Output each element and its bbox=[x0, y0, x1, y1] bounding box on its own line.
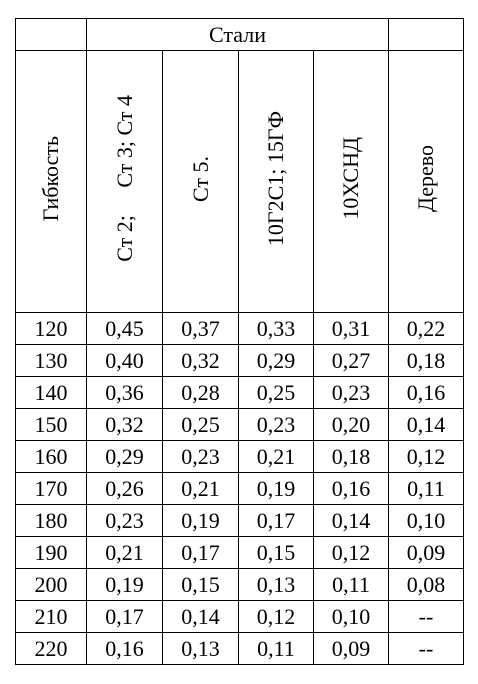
table-cell: 0,14 bbox=[162, 600, 239, 633]
table-cell: 0,16 bbox=[86, 632, 163, 665]
table-cell: 0,23 bbox=[313, 376, 389, 409]
table-row: 140 0,36 0,28 0,25 0,23 0,16 bbox=[15, 376, 464, 409]
table-cell: 130 bbox=[15, 344, 87, 377]
table-cell: 0,40 bbox=[86, 344, 163, 377]
table-cell: 0,29 bbox=[86, 440, 163, 473]
table-cell: 0,17 bbox=[86, 600, 163, 633]
table-cell: 0,25 bbox=[162, 408, 239, 441]
table-cell: 0,27 bbox=[313, 344, 389, 377]
table-cell: -- bbox=[388, 632, 464, 665]
table-cell: 0,23 bbox=[238, 408, 314, 441]
table-cell: 200 bbox=[15, 568, 87, 601]
column-header-cell: 10ХСНД bbox=[313, 50, 389, 313]
table-row: 120 0,45 0,37 0,33 0,31 0,22 bbox=[15, 312, 464, 345]
table-cell: 0,20 bbox=[313, 408, 389, 441]
table-cell: 0,28 bbox=[162, 376, 239, 409]
table-cell: 0,21 bbox=[162, 472, 239, 505]
column-header: Ст 5. bbox=[187, 155, 213, 202]
table-cell: 0,16 bbox=[313, 472, 389, 505]
table-cell: 0,12 bbox=[238, 600, 314, 633]
table-cell: 0,12 bbox=[313, 536, 389, 569]
table-cell: 0,11 bbox=[238, 632, 314, 665]
table-cell: 0,19 bbox=[238, 472, 314, 505]
column-header: Дерево bbox=[413, 144, 438, 213]
table-cell: 0,45 bbox=[86, 312, 163, 345]
table-cell: 140 bbox=[15, 376, 87, 409]
table-cell: 0,23 bbox=[86, 504, 163, 537]
table-row: 150 0,32 0,25 0,23 0,20 0,14 bbox=[15, 408, 464, 441]
table-cell: 0,11 bbox=[313, 568, 389, 601]
column-header-row: Гибкость Ст 2; Ст 3; Ст 4 Ст 5. 10Г2С1; 15Г… bbox=[15, 50, 464, 313]
column-header-cell: Гибкость bbox=[15, 50, 87, 313]
table-cell: 220 bbox=[15, 632, 87, 665]
table-row: 180 0,23 0,19 0,17 0,14 0,10 bbox=[15, 504, 464, 537]
column-header: 10ХСНД bbox=[338, 137, 363, 220]
table-cell: 0,14 bbox=[388, 408, 464, 441]
table-cell: 0,32 bbox=[86, 408, 163, 441]
column-header: Гибкость bbox=[38, 135, 63, 222]
table-cell: 210 bbox=[15, 600, 87, 633]
table-cell: 0,09 bbox=[313, 632, 389, 665]
column-header: Ст 2; Ст 3; Ст 4 bbox=[111, 95, 137, 262]
table-cell: 0,32 bbox=[162, 344, 239, 377]
table-cell: 0,25 bbox=[238, 376, 314, 409]
table-cell: 190 bbox=[15, 536, 87, 569]
table-row: 220 0,16 0,13 0,11 0,09 -- bbox=[15, 632, 464, 665]
table-cell: 0,19 bbox=[162, 504, 239, 537]
column-header: 10Г2С1; 15ГФ bbox=[263, 110, 288, 247]
table-cell: 0,19 bbox=[86, 568, 163, 601]
table-cell: 0,14 bbox=[313, 504, 389, 537]
table-cell: 0,12 bbox=[388, 440, 464, 473]
table-cell: 0,11 bbox=[388, 472, 464, 505]
empty-cell bbox=[388, 18, 464, 51]
data-table: Стали Гибкость Ст 2; Ст 3; Ст 4 Ст 5. 10Г2С… bbox=[15, 18, 464, 665]
group-header-row: Стали bbox=[15, 18, 464, 51]
table-cell: 0,17 bbox=[162, 536, 239, 569]
table-row: 210 0,17 0,14 0,12 0,10 -- bbox=[15, 600, 464, 633]
table-cell: 0,17 bbox=[238, 504, 314, 537]
table-cell: 0,36 bbox=[86, 376, 163, 409]
table-cell: 0,15 bbox=[162, 568, 239, 601]
table-cell: 0,13 bbox=[238, 568, 314, 601]
table-cell: 0,21 bbox=[86, 536, 163, 569]
table-cell: 0,18 bbox=[313, 440, 389, 473]
table-cell: 0,37 bbox=[162, 312, 239, 345]
table-cell: -- bbox=[388, 600, 464, 633]
column-header-cell: Дерево bbox=[388, 50, 464, 313]
table-cell: 160 bbox=[15, 440, 87, 473]
table-row: 200 0,19 0,15 0,13 0,11 0,08 bbox=[15, 568, 464, 601]
empty-cell bbox=[15, 18, 87, 51]
table-cell: 0,16 bbox=[388, 376, 464, 409]
column-header-cell: Ст 2; Ст 3; Ст 4 bbox=[86, 50, 163, 313]
table-cell: 0,13 bbox=[162, 632, 239, 665]
table-cell: 0,09 bbox=[388, 536, 464, 569]
table-cell: 150 bbox=[15, 408, 87, 441]
table-cell: 0,08 bbox=[388, 568, 464, 601]
table-row: 130 0,40 0,32 0,29 0,27 0,18 bbox=[15, 344, 464, 377]
table-cell: 0,31 bbox=[313, 312, 389, 345]
table-cell: 0,21 bbox=[238, 440, 314, 473]
table-row: 160 0,29 0,23 0,21 0,18 0,12 bbox=[15, 440, 464, 473]
column-header-cell: 10Г2С1; 15ГФ bbox=[238, 50, 314, 313]
table-cell: 0,18 bbox=[388, 344, 464, 377]
table-cell: 170 bbox=[15, 472, 87, 505]
group-header: Стали bbox=[86, 18, 389, 51]
table-cell: 0,23 bbox=[162, 440, 239, 473]
table-cell: 0,26 bbox=[86, 472, 163, 505]
table-cell: 0,10 bbox=[388, 504, 464, 537]
table-cell: 0,10 bbox=[313, 600, 389, 633]
table-cell: 0,29 bbox=[238, 344, 314, 377]
column-header-cell: Ст 5. bbox=[162, 50, 239, 313]
table-row: 190 0,21 0,17 0,15 0,12 0,09 bbox=[15, 536, 464, 569]
table-cell: 180 bbox=[15, 504, 87, 537]
table-row: 170 0,26 0,21 0,19 0,16 0,11 bbox=[15, 472, 464, 505]
table-cell: 0,22 bbox=[388, 312, 464, 345]
table-cell: 0,33 bbox=[238, 312, 314, 345]
table-cell: 120 bbox=[15, 312, 87, 345]
table-cell: 0,15 bbox=[238, 536, 314, 569]
